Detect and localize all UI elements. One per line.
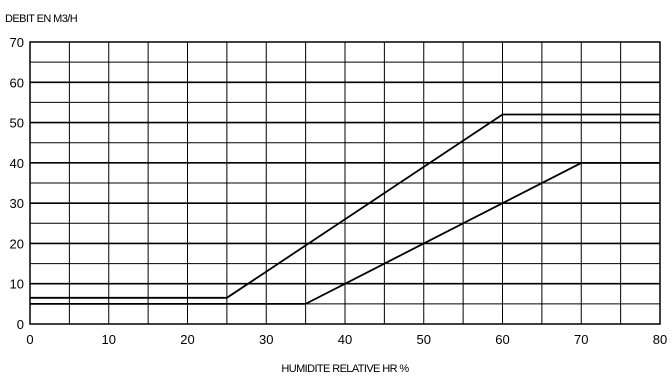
x-tick-label: 40 bbox=[338, 332, 352, 347]
x-tick-label: 50 bbox=[417, 332, 431, 347]
y-tick-label: 10 bbox=[10, 277, 24, 292]
y-tick-label: 20 bbox=[10, 236, 24, 251]
series-line-2 bbox=[30, 161, 660, 305]
y-axis-title: DEBIT EN M3/H bbox=[5, 13, 78, 25]
y-tick-label: 70 bbox=[10, 35, 24, 50]
x-tick-label: 30 bbox=[259, 332, 273, 347]
y-tick-label: 60 bbox=[10, 75, 24, 90]
x-tick-label: 20 bbox=[180, 332, 194, 347]
y-tick-label: 50 bbox=[10, 116, 24, 131]
x-tick-label: 0 bbox=[26, 332, 33, 347]
x-axis-title: HUMIDITE RELATIVE HR % bbox=[281, 363, 409, 375]
x-tick-label: 10 bbox=[102, 332, 116, 347]
y-tick-label: 0 bbox=[17, 317, 24, 332]
x-tick-label: 80 bbox=[653, 332, 667, 347]
x-tick-label: 70 bbox=[574, 332, 588, 347]
y-tick-label: 30 bbox=[10, 196, 24, 211]
series-lines bbox=[30, 113, 660, 305]
series-line-1 bbox=[30, 113, 660, 299]
tick-labels: 0 10 20 30 40 50 60 70 80 0 10 20 30 40 50 60 70 bbox=[10, 35, 668, 347]
y-tick-label: 40 bbox=[10, 156, 24, 171]
x-tick-label: 60 bbox=[495, 332, 509, 347]
grid bbox=[30, 42, 660, 324]
plot-frame bbox=[29, 41, 661, 325]
